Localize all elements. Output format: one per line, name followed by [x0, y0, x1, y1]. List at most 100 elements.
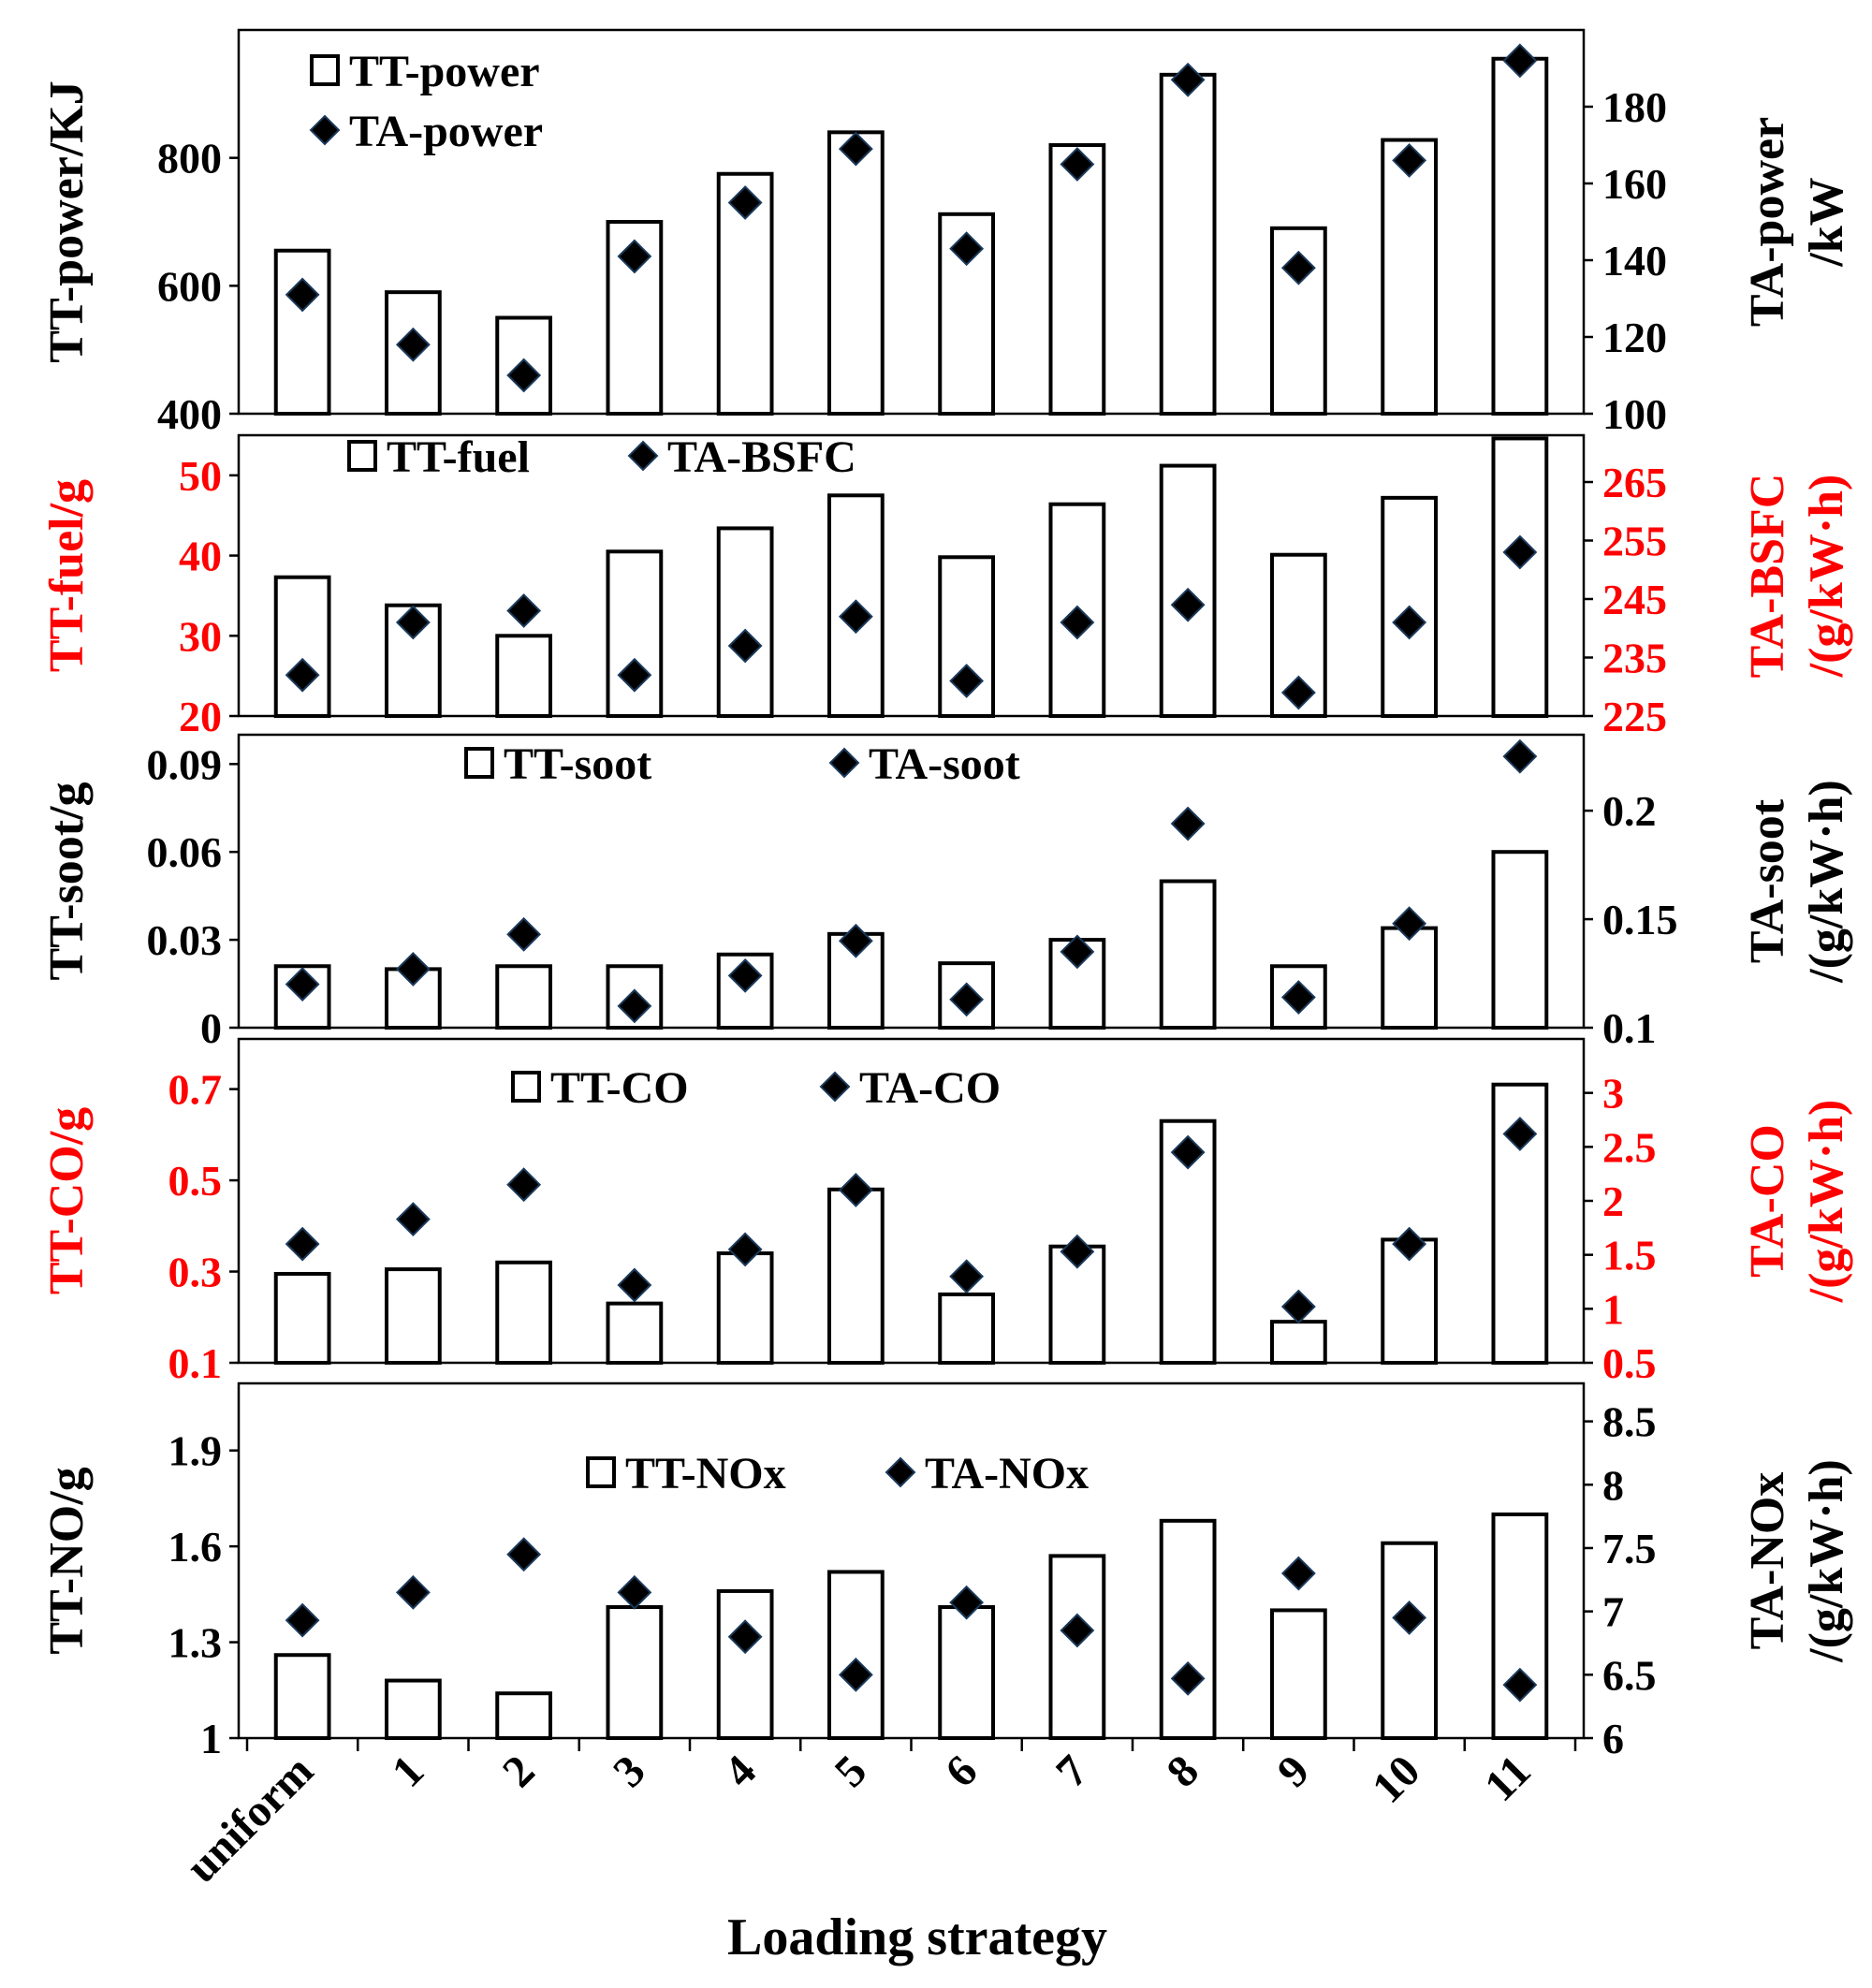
bar-tt-power: [1159, 72, 1217, 416]
panel-4-left-tick-label: 0.5: [168, 1157, 223, 1205]
marker-ta-soot: [1502, 738, 1538, 774]
marker-ta-power: [506, 358, 542, 393]
bar-tt-nox: [1159, 1518, 1217, 1740]
marker-ta-bsfc: [838, 599, 873, 635]
legend-label-tt-power: TT-power: [349, 47, 540, 96]
bar-tt-nox: [384, 1678, 442, 1740]
x-tick-label: 11: [1475, 1746, 1541, 1811]
bar-tt-co: [826, 1187, 885, 1365]
panel-4-left-tick-label: 0.3: [168, 1249, 223, 1296]
panel-3-left-tick-label: 0.06: [147, 828, 223, 876]
legend-marker-swatch: [627, 440, 659, 472]
panel-4-right-tick-label: 1.5: [1602, 1232, 1657, 1279]
marker-ta-power: [949, 231, 985, 267]
bar-tt-nox: [1491, 1512, 1549, 1740]
bar-tt-co: [273, 1271, 331, 1365]
bar-tt-nox: [1269, 1608, 1327, 1741]
bar-tt-power: [826, 130, 885, 416]
marker-ta-co: [617, 1267, 652, 1303]
legend-marker-swatch: [819, 1071, 851, 1103]
bar-tt-soot: [1159, 879, 1217, 1030]
panel-5-right-tick-label: 8.5: [1602, 1398, 1657, 1446]
marker-ta-co: [1392, 1226, 1427, 1262]
panel-1-right-axis-title-line1: TA-power: [1741, 117, 1794, 327]
legend-bar-swatch: [511, 1071, 541, 1103]
bar-tt-co: [938, 1292, 996, 1365]
panel-2-left-axis-title: TT-fuel/g: [40, 479, 94, 672]
bar-tt-power: [606, 220, 664, 416]
x-tick-label: 9: [1268, 1746, 1319, 1796]
panel-4-right-axis-title-line1: TA-CO: [1741, 1124, 1794, 1278]
marker-ta-power: [285, 277, 320, 313]
legend-bar-swatch: [347, 440, 377, 472]
panel-1-right-tick-label: 140: [1602, 237, 1667, 285]
legend-marker-swatch: [309, 114, 341, 146]
panel-3-left-tick-label: 0.03: [147, 916, 223, 964]
bar-tt-fuel: [716, 526, 774, 719]
legend-label-tt-soot: TT-soot: [504, 739, 651, 789]
marker-ta-co: [727, 1232, 763, 1267]
bar-tt-fuel: [938, 555, 996, 718]
marker-ta-power: [1060, 147, 1095, 182]
x-tick-label: uniform: [177, 1746, 323, 1892]
x-tick-label: 1: [383, 1746, 433, 1796]
bar-tt-co: [384, 1267, 442, 1366]
panel-5-left-tick-label: 1: [200, 1715, 222, 1762]
bar-tt-soot: [384, 967, 442, 1031]
marker-ta-bsfc: [1170, 587, 1206, 622]
bar-tt-nox: [606, 1605, 664, 1741]
x-tick-label: 7: [1046, 1746, 1097, 1796]
bar-tt-nox: [1048, 1554, 1106, 1741]
panel-3-right-axis-title-line1: TA-soot: [1741, 798, 1794, 963]
marker-ta-power: [1170, 62, 1206, 97]
marker-ta-bsfc: [395, 605, 431, 640]
marker-ta-nox: [506, 1537, 542, 1572]
marker-ta-soot: [838, 923, 873, 958]
panel-1-left-tick-label: 800: [157, 135, 222, 183]
panel-1-left-tick-label: 600: [157, 262, 222, 310]
legend-marker-swatch: [828, 747, 860, 779]
panel-1-right-tick-label: 180: [1602, 83, 1667, 131]
bar-tt-fuel: [495, 634, 553, 718]
marker-ta-bsfc: [1060, 605, 1095, 640]
bar-tt-co: [606, 1301, 664, 1365]
bar-tt-nox: [1381, 1541, 1439, 1740]
panel-3-right-tick-label: 0.2: [1602, 787, 1657, 835]
panel-2-right-axis-title-line1: TA-BSFC: [1741, 474, 1794, 679]
marker-ta-soot: [395, 951, 431, 987]
marker-ta-soot: [949, 982, 985, 1017]
bar-tt-fuel: [273, 575, 331, 719]
marker-ta-nox: [949, 1585, 985, 1620]
bar-tt-co: [495, 1260, 553, 1365]
bar-tt-power: [273, 248, 331, 416]
panel-4-right-tick-label: 1: [1602, 1285, 1624, 1333]
marker-ta-nox: [838, 1657, 873, 1692]
panel-3-right-axis-title-line2: /(g/kW·h): [1800, 780, 1853, 984]
x-tick-label: 6: [936, 1746, 987, 1796]
marker-ta-bsfc: [1392, 605, 1427, 640]
marker-ta-soot: [506, 916, 542, 952]
marker-ta-bsfc: [1502, 534, 1538, 570]
marker-ta-bsfc: [617, 657, 652, 693]
x-tick-label: 10: [1363, 1746, 1429, 1812]
marker-ta-soot: [727, 957, 763, 993]
legend-marker-swatch: [885, 1456, 916, 1488]
panel-4-right-axis-title-line2: /(g/kW·h): [1800, 1100, 1853, 1304]
bar-tt-power: [1491, 56, 1549, 416]
panel-1-left-axis-title: TT-power/KJ: [40, 80, 94, 362]
marker-ta-nox: [395, 1574, 431, 1610]
legend-bar-swatch: [586, 1456, 616, 1488]
marker-ta-nox: [1060, 1613, 1095, 1648]
marker-ta-bsfc: [727, 628, 763, 664]
panel-1-right-tick-label: 160: [1602, 160, 1667, 208]
panel-2-left-tick-label: 50: [179, 452, 222, 500]
panel-3-left-tick-label: 0: [200, 1004, 222, 1052]
bar-tt-power: [1381, 138, 1439, 417]
panel-1-frame: [237, 28, 1586, 416]
panel-2-right-tick-label: 255: [1602, 518, 1667, 565]
legend-label-tt-nox: TT-NOx: [625, 1449, 786, 1498]
panel-4-right-tick-label: 3: [1602, 1070, 1624, 1118]
panel-5-right-tick-label: 6: [1602, 1715, 1624, 1762]
panel-2-right-tick-label: 265: [1602, 459, 1667, 506]
